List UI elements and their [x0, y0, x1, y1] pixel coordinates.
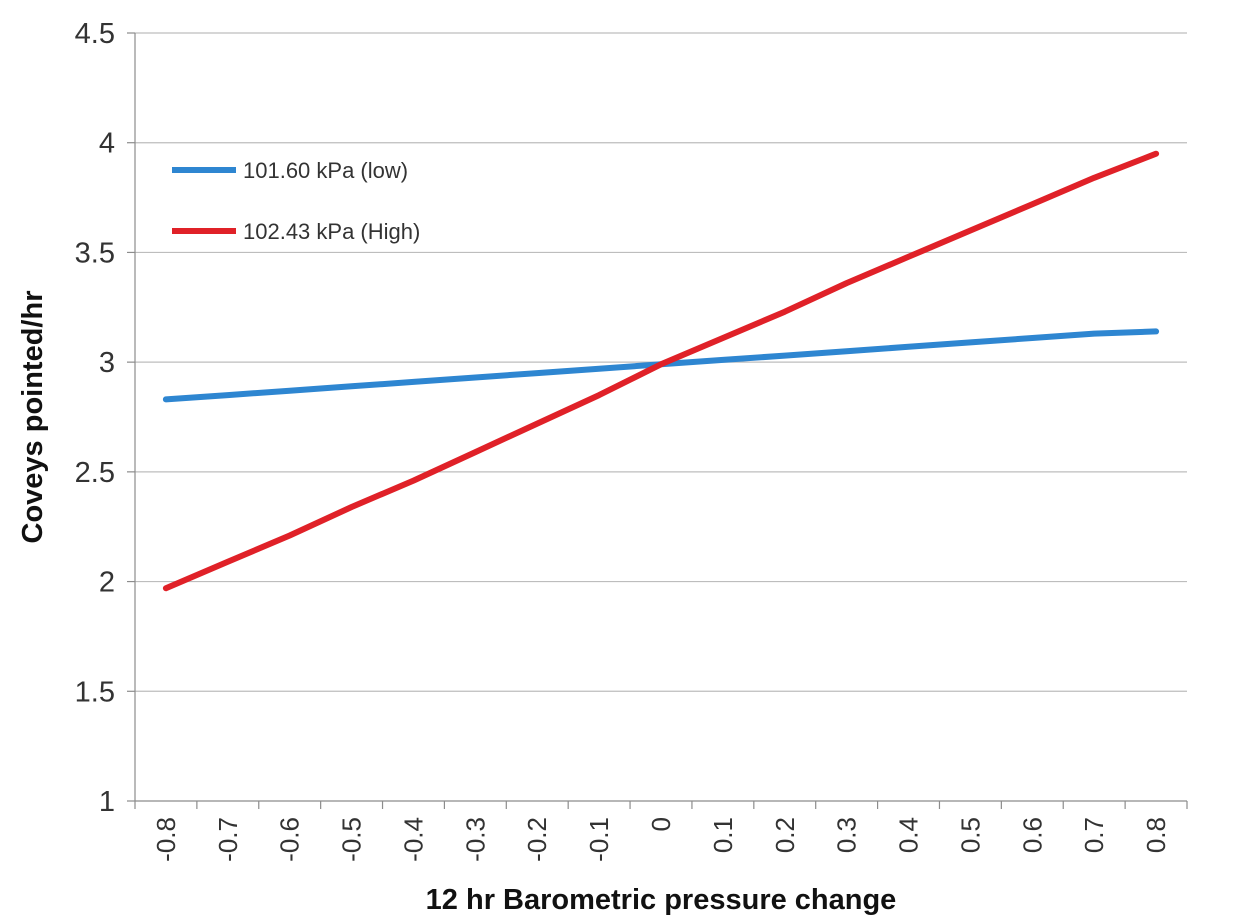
- x-tick-label: 0.3: [832, 817, 862, 853]
- x-tick-label: -0.4: [398, 817, 428, 862]
- y-tick-label: 2: [99, 567, 115, 599]
- y-axis-title: Coveys pointed/hr: [17, 291, 49, 544]
- legend-label-1: 102.43 kPa (High): [243, 219, 420, 244]
- y-tick-label: 1: [99, 786, 115, 818]
- y-tick-label: 3.5: [75, 237, 115, 269]
- x-tick-label: -0.2: [522, 817, 552, 862]
- gridlines: [127, 32, 1188, 809]
- y-tick-label: 4.5: [75, 18, 115, 50]
- series-lines: [162, 150, 1160, 592]
- x-tick-label: -0.5: [337, 817, 367, 862]
- x-tick-label: 0.8: [1141, 817, 1171, 853]
- axes: [134, 33, 1187, 802]
- y-tick-label: 3: [99, 347, 115, 379]
- x-tick-labels: -0.8 -0.7 -0.6 -0.5 -0.4 -0.3 -0.2 -0.1 0 0.1 0.2 0…: [151, 817, 1171, 862]
- y-tick-label: 2.5: [75, 457, 115, 489]
- series-line-1: [162, 150, 1160, 592]
- x-tick-label: 0.7: [1079, 817, 1109, 853]
- x-tick-label: 0.6: [1017, 817, 1047, 853]
- y-tick-label: 4: [99, 128, 115, 160]
- x-tick-label: -0.3: [460, 817, 490, 862]
- x-tick-label: 0: [646, 817, 676, 831]
- x-tick-label: -0.7: [213, 817, 243, 862]
- x-tick-label: 0.4: [894, 817, 924, 853]
- y-tick-label: 1.5: [75, 676, 115, 708]
- x-tick-label: 0.1: [708, 817, 738, 853]
- x-axis-title: 12 hr Barometric pressure change: [426, 884, 897, 916]
- x-tick-label: -0.6: [275, 817, 305, 862]
- legend: 101.60 kPa (low) 102.43 kPa (High): [172, 158, 420, 244]
- x-tick-label: 0.2: [770, 817, 800, 853]
- y-tick-labels: 1 1.5 2 2.5 3 3.5 4 4.5: [75, 18, 115, 818]
- x-tick-label: -0.8: [151, 817, 181, 862]
- legend-label-0: 101.60 kPa (low): [243, 158, 408, 183]
- x-tick-label: 0.5: [955, 817, 985, 853]
- x-tick-label: -0.1: [584, 817, 614, 862]
